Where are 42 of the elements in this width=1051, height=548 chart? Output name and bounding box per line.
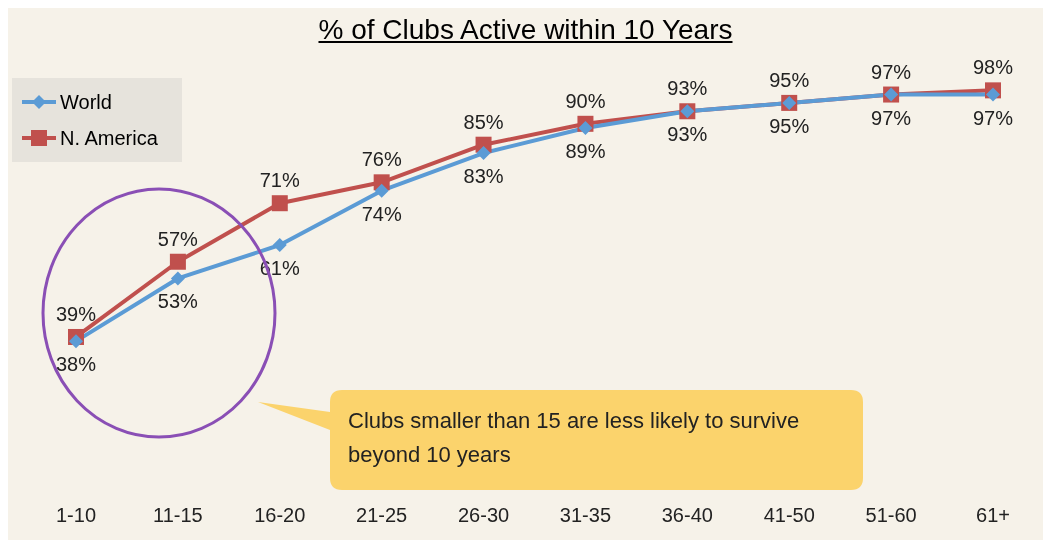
x-tick-label: 51-60	[865, 504, 917, 527]
data-label: 38%	[55, 353, 97, 376]
data-label: 93%	[667, 123, 708, 146]
data-label: 53%	[157, 290, 199, 313]
data-label: 97%	[871, 106, 912, 129]
point	[272, 238, 287, 253]
point	[271, 195, 288, 212]
data-label: 95%	[769, 114, 810, 137]
x-tick-label: 61+	[976, 504, 1010, 527]
point	[986, 87, 1000, 102]
data-label: 76%	[361, 148, 402, 171]
point	[476, 146, 491, 161]
x-tick-label: 31-35	[559, 504, 612, 527]
data-label: 98%	[972, 56, 1014, 79]
data-label: 93%	[667, 77, 708, 100]
point	[578, 120, 593, 135]
data-label: 39%	[55, 302, 97, 325]
x-tick-label: 1-10	[55, 504, 97, 527]
data-label: 57%	[157, 227, 199, 250]
legend-label: N. America	[60, 126, 158, 151]
data-label: 74%	[361, 202, 402, 225]
data-label: 95%	[769, 68, 810, 91]
x-tick-label: 36-40	[661, 504, 713, 527]
x-tick-label: 41-50	[763, 504, 815, 527]
data-label: 83%	[463, 165, 504, 188]
x-tick-label: 26-30	[457, 504, 510, 527]
point	[170, 271, 185, 286]
speech-bubble: Clubs smaller than 15 are less likely to survive beyond 10 years	[258, 390, 863, 490]
data-label: 97%	[871, 60, 912, 83]
data-label: 90%	[565, 89, 606, 112]
chart-title: % of Clubs Active within 10 Years	[317, 13, 734, 47]
legend-label: World	[60, 90, 112, 115]
point	[169, 253, 186, 270]
point	[374, 183, 389, 198]
x-tick-label: 16-20	[254, 504, 306, 527]
point	[69, 334, 83, 349]
data-label: 85%	[463, 110, 504, 133]
data-label: 89%	[565, 139, 606, 162]
x-tick-label: 21-25	[356, 504, 408, 527]
data-label: 71%	[259, 169, 301, 192]
x-tick-label: 11-15	[153, 504, 203, 527]
data-label: 97%	[972, 106, 1014, 129]
